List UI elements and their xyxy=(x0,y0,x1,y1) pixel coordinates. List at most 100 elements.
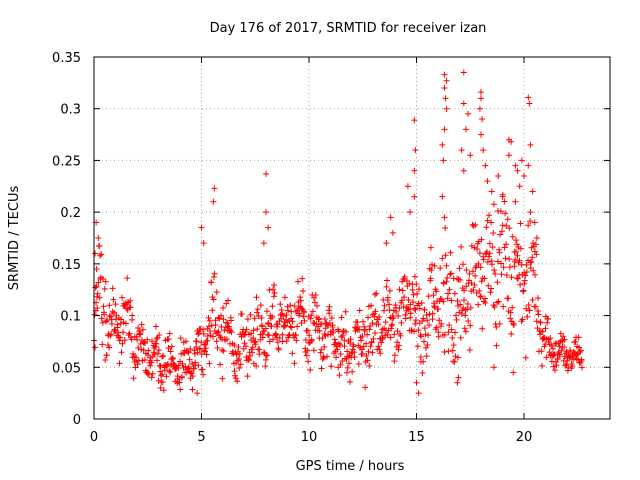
data-point xyxy=(236,350,243,357)
data-point xyxy=(410,299,416,306)
data-point xyxy=(558,337,565,344)
x-tick-label: 5 xyxy=(197,430,205,445)
data-point xyxy=(522,272,529,279)
data-point xyxy=(435,333,442,340)
data-point xyxy=(211,270,218,277)
data-point xyxy=(169,354,176,361)
data-point xyxy=(517,220,524,227)
data-point xyxy=(518,157,525,164)
data-point xyxy=(228,317,235,324)
data-point xyxy=(166,368,173,375)
data-point xyxy=(426,322,433,329)
data-point xyxy=(116,337,123,344)
data-point xyxy=(281,294,288,301)
data-point xyxy=(217,361,224,368)
grid-lines xyxy=(94,57,610,419)
data-point xyxy=(386,287,393,294)
data-point xyxy=(91,311,98,318)
data-point xyxy=(444,274,451,281)
data-point xyxy=(417,331,424,338)
data-point xyxy=(303,352,310,359)
data-point xyxy=(389,229,396,236)
data-point xyxy=(127,304,134,311)
data-point xyxy=(562,362,569,369)
data-point xyxy=(525,94,532,101)
data-point xyxy=(129,312,136,319)
data-point xyxy=(375,321,382,328)
data-point xyxy=(119,340,126,347)
data-point xyxy=(301,309,308,316)
data-point xyxy=(527,209,534,216)
data-point xyxy=(137,331,144,338)
data-point xyxy=(509,304,516,311)
data-point xyxy=(177,335,184,342)
data-point xyxy=(549,345,556,352)
data-point xyxy=(92,250,99,257)
data-point xyxy=(175,362,182,369)
data-point xyxy=(578,356,585,363)
data-point xyxy=(461,325,468,332)
data-point xyxy=(517,281,524,288)
data-point xyxy=(556,343,563,350)
data-point xyxy=(343,369,350,376)
data-point xyxy=(200,330,207,337)
data-point xyxy=(493,324,500,331)
data-point xyxy=(533,318,540,325)
data-point xyxy=(378,339,385,346)
data-point xyxy=(412,147,419,154)
data-point xyxy=(228,329,235,336)
data-point xyxy=(258,323,265,330)
data-point xyxy=(335,340,342,347)
data-point xyxy=(387,214,394,221)
data-point xyxy=(514,275,521,282)
data-point xyxy=(521,277,528,284)
data-point xyxy=(132,364,139,371)
data-point xyxy=(458,147,465,154)
data-point xyxy=(401,273,408,280)
data-point xyxy=(106,312,113,319)
data-point xyxy=(532,271,539,278)
data-point xyxy=(496,246,503,253)
data-point xyxy=(538,348,545,355)
data-point xyxy=(514,275,521,282)
data-point xyxy=(516,183,523,190)
data-point xyxy=(460,69,467,76)
data-point xyxy=(478,236,485,243)
data-point xyxy=(185,364,192,371)
data-point xyxy=(186,356,193,363)
data-point xyxy=(498,260,505,267)
data-point xyxy=(509,233,516,240)
data-point xyxy=(279,331,286,338)
data-point xyxy=(505,295,512,302)
data-point xyxy=(219,375,226,382)
data-point xyxy=(401,294,408,301)
data-point xyxy=(191,350,198,357)
data-point xyxy=(201,341,208,348)
data-point xyxy=(464,306,471,313)
data-point xyxy=(203,351,210,358)
data-point xyxy=(412,306,419,313)
x-tick-label: 15 xyxy=(408,430,425,445)
data-point xyxy=(107,313,114,320)
data-point xyxy=(139,326,146,333)
data-point xyxy=(421,325,428,332)
data-point xyxy=(427,244,434,251)
data-point xyxy=(155,346,162,353)
data-point xyxy=(319,356,326,363)
data-point xyxy=(213,338,220,345)
data-point xyxy=(500,303,507,310)
data-point xyxy=(462,328,469,335)
data-point xyxy=(536,331,543,338)
data-point xyxy=(472,272,479,279)
data-point xyxy=(510,322,517,329)
data-point xyxy=(466,277,473,284)
data-point xyxy=(527,265,534,272)
data-point xyxy=(471,282,478,289)
data-point xyxy=(156,332,163,339)
data-point xyxy=(523,305,530,312)
y-tick-label: 0.05 xyxy=(52,361,81,376)
data-point xyxy=(384,294,391,301)
data-point xyxy=(160,352,167,359)
x-tick-label: 10 xyxy=(301,430,318,445)
data-point xyxy=(457,334,464,341)
